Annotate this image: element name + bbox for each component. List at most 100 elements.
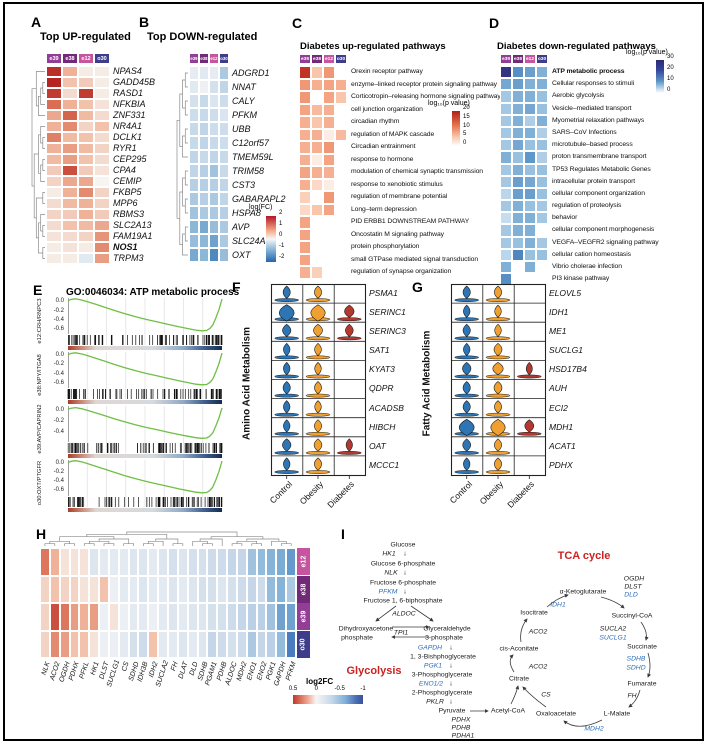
heatmap-cell xyxy=(323,191,335,204)
heatmap-cell xyxy=(189,248,199,262)
row-label: NOS1 xyxy=(113,242,138,252)
colorbar-b-title: log(FC) xyxy=(249,204,273,211)
heatmap-cell xyxy=(335,241,347,254)
gsea-ytick: -0.4 xyxy=(53,429,64,436)
heatmap-cell xyxy=(286,630,296,658)
metabolite: L-Malate xyxy=(603,710,631,718)
sample-header-o30: o30 xyxy=(219,53,229,64)
heatmap-cell xyxy=(500,151,512,164)
heatmap-cell xyxy=(49,548,60,576)
row-label: NNAT xyxy=(232,82,256,92)
heatmap-cell xyxy=(256,575,267,603)
heatmap-cell xyxy=(199,94,209,108)
heatmap-cell xyxy=(79,603,90,631)
heatmap-cell xyxy=(335,228,347,241)
heatmap-cell xyxy=(500,236,512,249)
row-label: ATP metabolic process xyxy=(552,68,625,75)
row-label: ZNF331 xyxy=(113,110,146,120)
heatmap-cell xyxy=(94,143,110,154)
heatmap-cell xyxy=(311,103,323,116)
row-label: SLC2A13 xyxy=(113,220,152,230)
heatmap-cell xyxy=(524,212,536,225)
heatmap-cell xyxy=(189,150,199,164)
heatmap-cell xyxy=(500,126,512,140)
heatmap-cell xyxy=(128,548,139,576)
heatmap-cell xyxy=(246,630,257,658)
heatmap-c-header: e39 e38 e12 o30 xyxy=(299,54,347,64)
heatmap-cell xyxy=(323,91,335,104)
panel-i-label: I xyxy=(341,526,345,542)
row-label: Long–term depression xyxy=(351,205,417,213)
metabolite: phosphate xyxy=(341,634,373,642)
metabolite: α-Ketoglutarate xyxy=(559,588,607,596)
row-label: RBMS3 xyxy=(113,209,145,219)
heatmap-cell xyxy=(512,78,524,91)
heatmap-cell xyxy=(94,132,110,143)
heatmap-cell xyxy=(189,206,199,220)
colorbar-tick: 10 xyxy=(667,76,674,82)
enzyme: IDH1 xyxy=(550,601,566,609)
heatmap-cell xyxy=(512,90,524,103)
gsea-ytick: -0.2 xyxy=(53,418,64,425)
heatmap-cell xyxy=(209,136,219,150)
heatmap-cell xyxy=(299,178,311,191)
enzyme: PFKM xyxy=(378,588,398,596)
row-label: OAT xyxy=(369,440,386,451)
heatmap-cell xyxy=(266,548,277,576)
row-label: FAM19A1 xyxy=(113,231,153,241)
heatmap-cell xyxy=(62,165,78,176)
heatmap-cell xyxy=(138,548,149,576)
heatmap-a-gene-labels: NPAS4 GADD45B RASD1 NFKBIA ZNF331 NR4A1 DCLK1 R… xyxy=(113,66,155,264)
row-label: GABARAPL2 xyxy=(232,194,286,204)
heatmap-cell xyxy=(62,110,78,121)
heatmap-cell xyxy=(199,108,209,122)
heatmap-cell xyxy=(323,203,335,216)
row-label: Vesicle–mediated transport xyxy=(552,104,632,112)
heatmap-cell xyxy=(99,548,109,576)
row-label: Cellular responses to stimuli xyxy=(552,80,635,88)
sample-header-e38: e38 xyxy=(311,54,323,64)
heatmap-cell xyxy=(217,630,228,658)
heatmap-cell xyxy=(512,163,524,176)
heatmap-cell xyxy=(299,266,311,279)
heatmap-cell xyxy=(62,242,78,253)
dendrogram-a xyxy=(31,71,45,259)
heatmap-cell xyxy=(299,166,311,179)
heatmap-cell xyxy=(323,241,335,254)
heatmap-cell xyxy=(62,77,78,88)
heatmap-cell xyxy=(219,220,229,234)
enzyme: CS xyxy=(541,691,551,699)
heatmap-c xyxy=(299,66,347,279)
gsea-ytick: -0.6 xyxy=(53,326,64,333)
heatmap-cell xyxy=(62,176,78,187)
heatmap-b xyxy=(189,66,229,262)
heatmap-cell xyxy=(62,231,78,242)
heatmap-cell xyxy=(500,78,512,91)
heatmap-cell xyxy=(524,78,536,91)
metabolite: Glucose xyxy=(390,541,416,549)
heatmap-cell xyxy=(108,575,119,603)
colorbar-tick: 0.5 xyxy=(288,686,298,692)
gsea-ytick: -0.4 xyxy=(53,316,64,323)
colorbar-tick: 0 xyxy=(463,140,467,146)
heatmap-cell xyxy=(62,198,78,209)
heatmap-cell xyxy=(46,121,62,132)
heatmap-cell xyxy=(512,212,524,225)
metabolite: Isocitrate xyxy=(520,609,548,617)
heatmap-cell xyxy=(62,143,78,154)
heatmap-cell xyxy=(59,575,70,603)
heatmap-cell xyxy=(323,228,335,241)
row-label: QDPR xyxy=(369,383,394,394)
enzyme: ACO2 xyxy=(528,628,548,636)
row-label: SERINC3 xyxy=(369,326,406,337)
heatmap-cell xyxy=(46,220,62,231)
heatmap-cell xyxy=(335,178,347,191)
heatmap-cell xyxy=(524,236,536,249)
heatmap-cell xyxy=(335,216,347,229)
heatmap-cell xyxy=(118,603,129,631)
heatmap-cell xyxy=(500,200,512,213)
metabolite: Dihydroxyacetone xyxy=(338,625,394,633)
panel-b-title: Top DOWN-regulated xyxy=(147,31,258,43)
row-label: OXT xyxy=(232,250,251,260)
row-label: cell junction organization xyxy=(351,105,423,113)
